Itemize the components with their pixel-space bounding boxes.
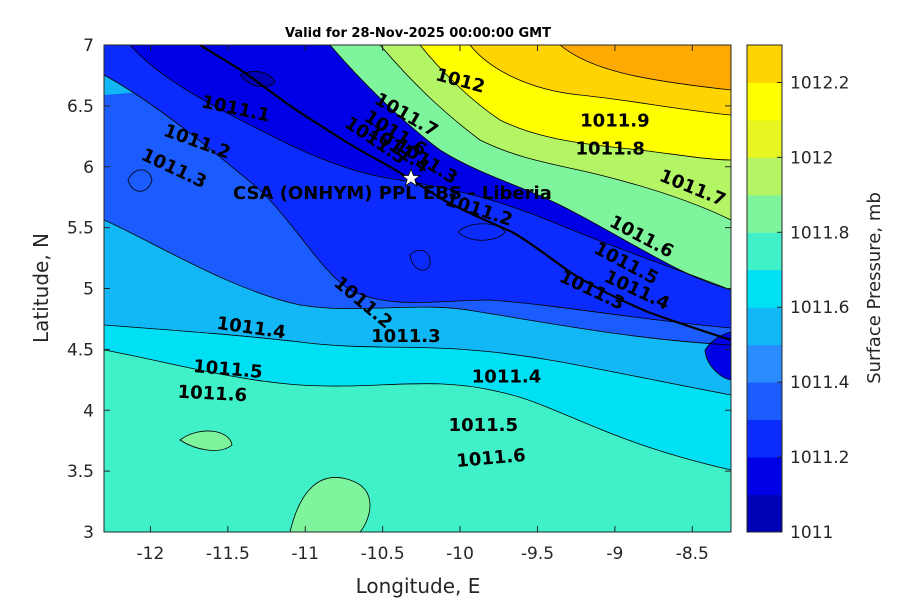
y-tick-label: 6: [83, 158, 94, 178]
x-tick-label: -11.5: [206, 544, 250, 564]
y-tick-label: 3.5: [67, 462, 94, 482]
colorbar-tick-label: 1011.4: [790, 373, 849, 393]
contour-line: [379, 45, 731, 221]
y-tick-label: 5: [83, 280, 94, 300]
colorbar-segment: [747, 232, 782, 271]
x-tick-label: -9.5: [521, 544, 554, 564]
colorbar-tick-label: 1012: [790, 148, 833, 168]
colorbar-segment: [747, 157, 782, 196]
y-tick-label: 4.5: [67, 340, 94, 360]
contour-line: [409, 249, 431, 271]
contour-line: [104, 219, 731, 346]
colorbar-frame: [746, 44, 783, 533]
contour-label: 1011.8: [576, 139, 645, 160]
colorbar-ticks: 1011 1011.2 1011.4 1011.6 1011.8 1012 1012.2: [777, 73, 849, 543]
contour-line: [329, 45, 731, 291]
contour-label: 1011.3: [371, 326, 440, 347]
y-tick-label: 4: [83, 401, 94, 421]
colorbar-tick-label: 1011.8: [790, 223, 849, 243]
contour-line: [179, 430, 233, 451]
coastline: [199, 45, 731, 342]
colorbar-segment: [747, 419, 782, 458]
field-patch-1011.7-west: [180, 430, 232, 451]
colorbar-tick-label: 1011.6: [790, 298, 849, 318]
colorbar-segment: [747, 494, 782, 533]
contour-label: 1011.4: [472, 366, 541, 387]
colorbar-label: Surface Pressure, mb: [864, 192, 885, 384]
colorbar-segment: [747, 119, 782, 158]
station-label: CSA (ONHYM) PPL EBS - Liberia: [233, 183, 552, 204]
y-axis-ticks: 3 3.5 4 4.5 5 5.5 6 6.5 7: [67, 36, 731, 543]
contour-line: [127, 169, 153, 192]
contour-line: [129, 45, 731, 291]
x-tick-label: -10: [446, 544, 474, 564]
contour-line: [104, 324, 731, 396]
contour-label: 1011.5: [449, 415, 518, 436]
colorbar-segment: [747, 269, 782, 308]
contour-label: 1011.9: [580, 111, 649, 132]
contour-line: [559, 45, 731, 91]
x-tick-label: -11: [291, 544, 319, 564]
field-band-1012.1: [560, 45, 731, 90]
contour-line: [104, 74, 731, 329]
x-axis-label: Longitude, E: [356, 574, 481, 598]
contour-label: 1011.6: [177, 382, 247, 407]
map-title: Valid for 28-Nov-2025 00:00:00 GMT: [285, 26, 551, 41]
colorbar-segment: [747, 194, 782, 233]
x-tick-label: -9: [606, 544, 623, 564]
y-tick-label: 3: [83, 523, 94, 543]
colorbar-segment: [747, 382, 782, 421]
x-tick-label: -10.5: [361, 544, 405, 564]
x-tick-label: -12: [137, 544, 165, 564]
contour-line: [419, 45, 731, 161]
colorbar-segment: [747, 344, 782, 383]
contour-line: [457, 223, 506, 241]
colorbar-segment: [747, 45, 782, 83]
y-tick-label: 6.5: [67, 97, 94, 117]
colorbar: [747, 45, 782, 533]
contour-lines: [104, 45, 731, 532]
colorbar-tick-label: 1011.2: [790, 448, 849, 468]
colorbar-tick-label: 1012.2: [790, 73, 849, 93]
colorbar-tick-label: 1011: [790, 523, 833, 543]
field-patch-1011.7-south: [290, 477, 370, 532]
colorbar-segment: [747, 82, 782, 121]
contour-line: [104, 349, 731, 471]
contour-line: [289, 477, 371, 532]
y-axis-label: Latitude, N: [29, 233, 53, 343]
colorbar-segment: [747, 457, 782, 496]
colorbar-segment: [747, 307, 782, 346]
station-star: [400, 167, 422, 187]
contour-line: [239, 71, 276, 88]
x-tick-label: -8.5: [676, 544, 709, 564]
y-tick-label: 7: [83, 36, 94, 56]
y-tick-label: 5.5: [67, 219, 94, 239]
contour-line: [469, 45, 731, 116]
x-axis-ticks: -12 -11.5 -11 -10.5 -10 -9.5 -9 -8.5: [137, 45, 709, 564]
plot-area: CSA (ONHYM) PPL EBS - Liberia 10121011.9…: [104, 45, 731, 532]
